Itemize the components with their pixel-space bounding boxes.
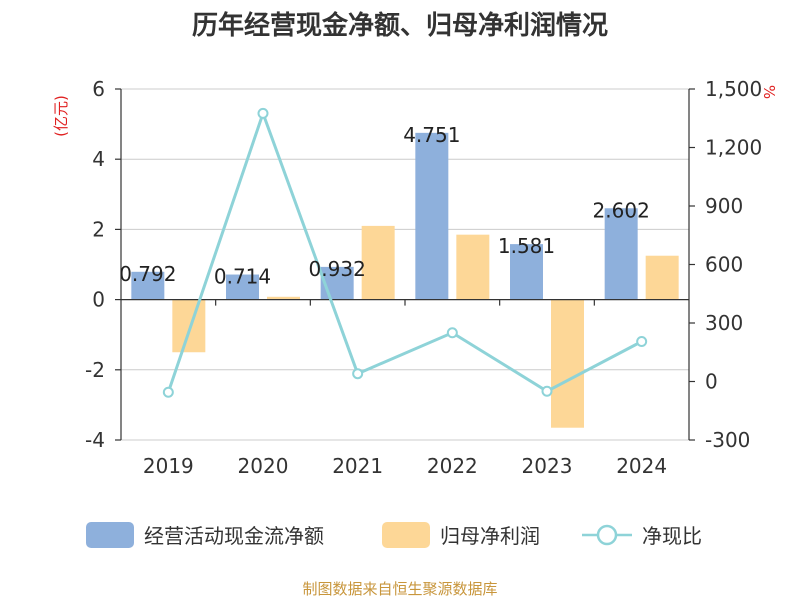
chart-title: 历年经营现金净额、归母净利润情况 xyxy=(192,10,608,41)
x-tick-label: 2024 xyxy=(616,454,667,478)
legend-label-ratio: 净现比 xyxy=(642,524,702,548)
right-tick-label: 0 xyxy=(705,370,718,394)
right-tick-label: 300 xyxy=(705,311,743,335)
x-tick-label: 2019 xyxy=(143,454,194,478)
left-tick-label: -2 xyxy=(85,358,105,382)
source-note: 制图数据来自恒生聚源数据库 xyxy=(302,580,497,598)
left-tick-label: 2 xyxy=(92,217,105,241)
ratio-point xyxy=(446,327,458,339)
legend-item-netprofit[interactable]: 归母净利润 xyxy=(382,522,540,548)
x-tick-label: 2021 xyxy=(332,454,383,478)
right-tick-label: 600 xyxy=(705,253,743,277)
bar-netprofit xyxy=(645,255,679,300)
grid-layer xyxy=(121,88,689,441)
bar-netprofit xyxy=(551,299,584,428)
legend: 经营活动现金流净额 归母净利润 净现比 xyxy=(86,522,702,548)
legend-label-netprofit: 归母净利润 xyxy=(440,524,540,548)
legend-swatch-cashflow xyxy=(86,522,134,548)
right-axis-unit: % xyxy=(760,85,778,99)
left-tick-label: 0 xyxy=(92,288,105,312)
bar-cashflow xyxy=(415,132,449,300)
right-tick-label: -300 xyxy=(705,428,750,452)
ratio-point xyxy=(162,386,174,398)
bars-layer xyxy=(131,132,679,428)
line-layer xyxy=(162,107,648,398)
legend-item-cashflow[interactable]: 经营活动现金流净额 xyxy=(86,522,324,548)
data-label-cashflow: 4.751 xyxy=(403,123,460,147)
bar-cashflow xyxy=(226,274,259,300)
data-label-cashflow: 0.932 xyxy=(309,257,366,281)
data-label-cashflow: 0.792 xyxy=(119,262,176,286)
ratio-point xyxy=(541,385,553,397)
left-tick-label: -4 xyxy=(85,428,105,452)
bar-cashflow xyxy=(131,271,165,300)
right-tick-label: 900 xyxy=(705,194,743,218)
labels-layer: 0.792 0.714 0.932 4.751 1.581 2.602 xyxy=(119,123,650,289)
bar-netprofit xyxy=(361,225,395,300)
bar-netprofit xyxy=(172,299,206,353)
left-tick-label: 6 xyxy=(92,77,105,101)
axis-layer: -4 -2 0 2 4 6 -300 0 300 600 900 1,200 1,500 2019 2020… xyxy=(85,77,762,478)
left-axis-unit: (亿元) xyxy=(52,95,70,137)
bar-cashflow xyxy=(604,208,638,300)
legend-item-ratio[interactable]: 净现比 xyxy=(582,524,702,548)
bar-netprofit xyxy=(267,296,300,300)
ratio-line xyxy=(166,108,643,393)
ratio-point xyxy=(352,368,364,380)
x-tick-label: 2022 xyxy=(427,454,478,478)
data-label-cashflow: 1.581 xyxy=(498,234,555,258)
x-tick-label: 2023 xyxy=(522,454,573,478)
bar-netprofit xyxy=(456,234,490,300)
legend-label-cashflow: 经营活动现金流净额 xyxy=(144,524,324,548)
ratio-point xyxy=(257,107,269,119)
right-tick-label: 1,500 xyxy=(705,77,762,101)
data-label-cashflow: 0.714 xyxy=(214,265,271,289)
x-tick-label: 2020 xyxy=(238,454,289,478)
legend-swatch-netprofit xyxy=(382,522,430,548)
right-tick-label: 1,200 xyxy=(705,136,762,160)
left-tick-label: 4 xyxy=(92,147,105,171)
legend-swatch-ratio-marker xyxy=(596,524,618,546)
data-label-cashflow: 2.602 xyxy=(593,198,650,222)
bar-cashflow xyxy=(510,244,543,300)
ratio-point xyxy=(636,336,648,348)
